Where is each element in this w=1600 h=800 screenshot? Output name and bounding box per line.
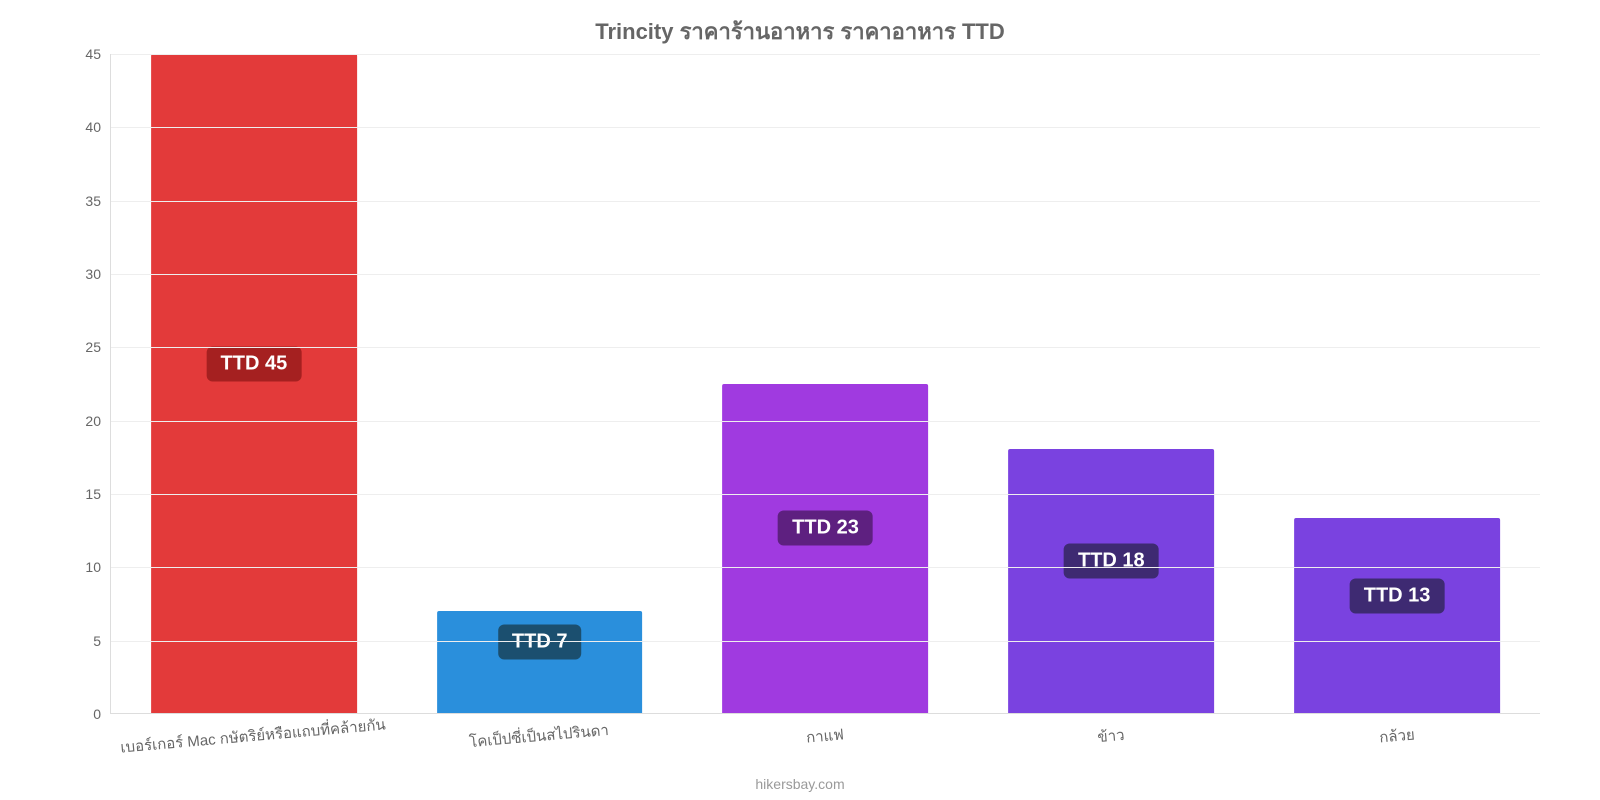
x-label-slot: ข้าว — [968, 714, 1254, 784]
y-tick-label: 30 — [85, 266, 111, 282]
x-label-slot: โคเป็ปซี่เป็นสไปรินดา — [396, 714, 682, 784]
y-tick-label: 0 — [93, 706, 111, 722]
attribution-text: hikersbay.com — [0, 776, 1600, 792]
grid-line — [111, 421, 1540, 422]
bar-slot: TTD 13 — [1254, 54, 1540, 713]
bar — [151, 54, 357, 713]
grid-line — [111, 567, 1540, 568]
bar-slot: TTD 18 — [968, 54, 1254, 713]
value-badge: TTD 45 — [207, 346, 302, 381]
grid-line — [111, 127, 1540, 128]
value-badge: TTD 18 — [1064, 544, 1159, 579]
bars-group: TTD 45 TTD 7 TTD 23 TTD 18 TTD 13 — [111, 54, 1540, 713]
x-label-slot: เบอร์เกอร์ Mac กษัตริย์หรือแถบที่คล้ายกั… — [110, 714, 396, 784]
y-tick-label: 20 — [85, 413, 111, 429]
chart-title: Trincity ราคาร้านอาหาร ราคาอาหาร TTD — [0, 14, 1600, 49]
bar — [723, 384, 929, 714]
grid-line — [111, 641, 1540, 642]
y-tick-label: 35 — [85, 193, 111, 209]
grid-line — [111, 201, 1540, 202]
y-tick-label: 15 — [85, 486, 111, 502]
grid-line — [111, 274, 1540, 275]
bar-slot: TTD 23 — [683, 54, 969, 713]
bar-slot: TTD 7 — [397, 54, 683, 713]
value-badge: TTD 7 — [498, 624, 582, 659]
value-badge: TTD 13 — [1350, 578, 1445, 613]
x-axis-label: กาแฟ — [805, 722, 845, 749]
x-axis-label: ข้าว — [1096, 723, 1125, 749]
y-tick-label: 25 — [85, 339, 111, 355]
x-axis-label: กล้วย — [1378, 722, 1415, 749]
chart-container: Trincity ราคาร้านอาหาร ราคาอาหาร TTD TTD… — [0, 0, 1600, 800]
grid-line — [111, 54, 1540, 55]
bar — [1294, 518, 1500, 713]
x-axis-label: เบอร์เกอร์ Mac กษัตริย์หรือแถบที่คล้ายกั… — [119, 712, 386, 759]
plot-area: TTD 45TTD 7TTD 23TTD 18TTD 13 0510152025… — [110, 54, 1540, 714]
x-label-slot: กาแฟ — [682, 714, 968, 784]
x-axis-label: โคเป็ปซี่เป็นสไปรินดา — [468, 718, 610, 754]
grid-line — [111, 494, 1540, 495]
grid-line — [111, 347, 1540, 348]
value-badge: TTD 23 — [778, 511, 873, 546]
x-label-slot: กล้วย — [1254, 714, 1540, 784]
bar-slot: TTD 45 — [111, 54, 397, 713]
x-axis-labels: เบอร์เกอร์ Mac กษัตริย์หรือแถบที่คล้ายกั… — [110, 714, 1540, 784]
y-tick-label: 40 — [85, 119, 111, 135]
y-tick-label: 5 — [93, 633, 111, 649]
y-tick-label: 45 — [85, 46, 111, 62]
y-tick-label: 10 — [85, 559, 111, 575]
bar — [1008, 449, 1214, 713]
